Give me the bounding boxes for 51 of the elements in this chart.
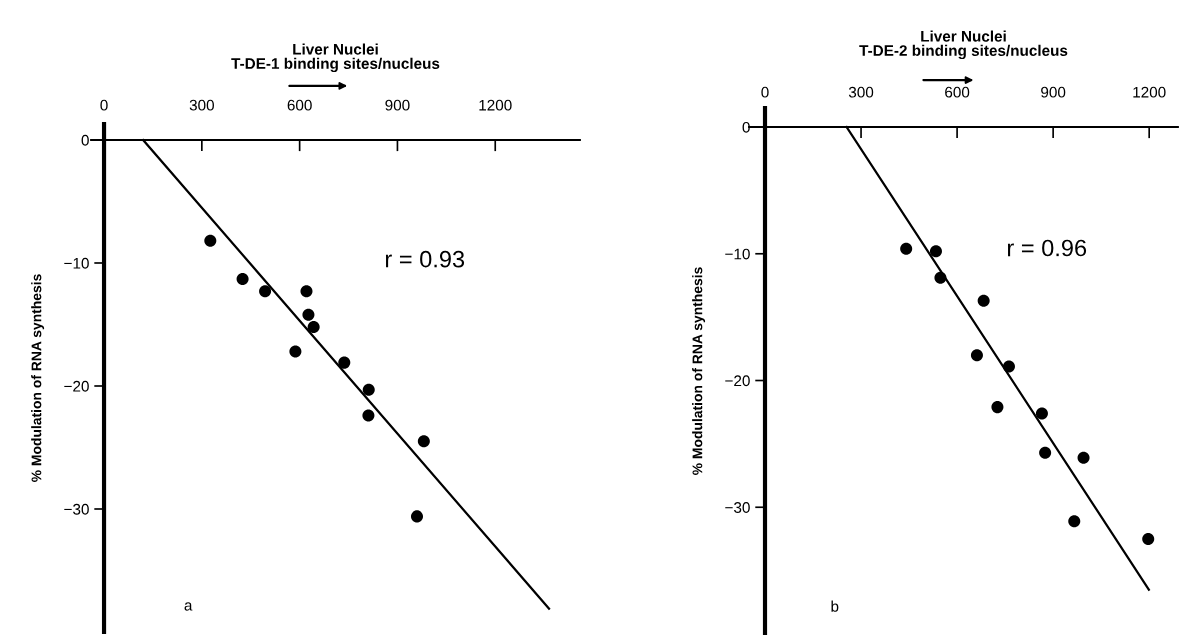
chart-title: Liver Nuclei	[921, 30, 1006, 42]
y-tick-label: −20	[64, 380, 89, 392]
annotation: r = 0.93	[385, 250, 465, 268]
y-tick-label: −30	[64, 503, 89, 515]
point	[410, 510, 424, 523]
y-axis-title: % Modulation of RNA synthesis	[692, 267, 706, 475]
point	[991, 401, 1004, 414]
point	[417, 435, 430, 448]
point	[970, 349, 983, 362]
annotation: r = 0.96	[1007, 239, 1087, 257]
annotation: b	[831, 600, 839, 612]
y-tick-label: −20	[725, 375, 750, 387]
x-tick-label: 300	[189, 99, 214, 111]
point	[289, 345, 302, 358]
x-tick-label: 300	[848, 86, 874, 98]
point	[307, 320, 320, 333]
point	[1077, 451, 1090, 464]
annotation: a	[184, 602, 193, 611]
x-tick-label: 1200	[1133, 86, 1166, 98]
x-axis-title: T-DE-2 binding sites/nucleus	[859, 44, 1068, 60]
point	[1035, 407, 1048, 420]
point	[300, 285, 313, 298]
x-tick-label: 600	[945, 86, 970, 98]
point	[302, 308, 315, 321]
y-tick-label: 0	[81, 134, 89, 146]
point	[977, 294, 990, 307]
point	[1142, 532, 1155, 545]
x-tick-label: 900	[385, 99, 410, 111]
point	[259, 285, 272, 298]
point	[362, 409, 375, 422]
point	[1039, 446, 1052, 459]
point	[338, 356, 351, 369]
x-tick-label: 600	[287, 99, 312, 111]
point	[929, 245, 942, 258]
point	[900, 242, 913, 255]
x-tick-label: 1200	[479, 99, 512, 111]
x-axis-title: T-DE-1 binding sites/nucleus	[231, 57, 440, 73]
y-tick-label: −30	[725, 502, 750, 513]
y-tick-label: −10	[725, 248, 750, 260]
y-axis-title: % Modulation of RNA synthesis	[31, 274, 45, 482]
x-tick-label: 0	[100, 99, 108, 111]
point	[934, 271, 947, 284]
point	[204, 234, 217, 247]
point	[1002, 360, 1015, 373]
point	[236, 272, 249, 285]
x-tick-label: 900	[1041, 86, 1066, 98]
x-tick-label: 0	[761, 86, 769, 98]
chart-title: Liver Nuclei	[293, 43, 378, 55]
y-tick-label: −10	[64, 257, 89, 269]
point	[362, 383, 375, 396]
point	[1068, 515, 1081, 528]
